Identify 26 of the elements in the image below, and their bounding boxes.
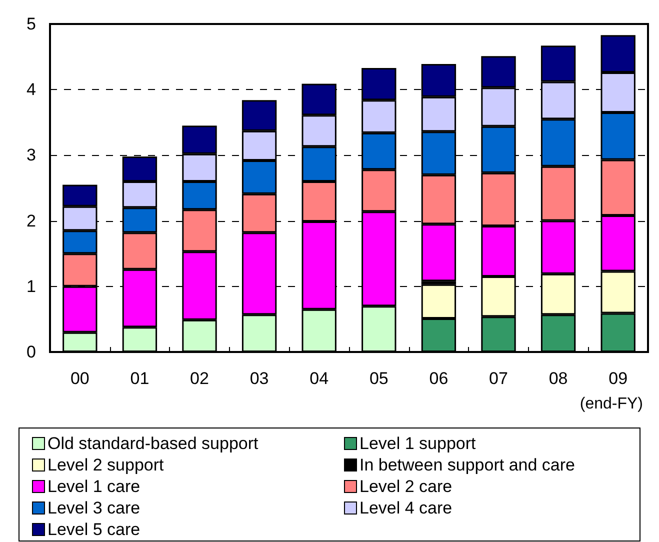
y-tick-label: 1 bbox=[26, 276, 36, 296]
legend-label: Level 5 care bbox=[48, 520, 140, 539]
x-tick-label: 09 bbox=[608, 369, 628, 388]
y-tick-label: 5 bbox=[26, 14, 36, 34]
legend-label: In between support and care bbox=[360, 456, 575, 474]
legend-label: Level 1 care bbox=[48, 477, 140, 496]
x-tick-label: 00 bbox=[70, 369, 90, 388]
legend-label: Level 2 support bbox=[48, 456, 164, 474]
x-tick-label: 05 bbox=[369, 369, 388, 388]
legend-label: Level 1 support bbox=[360, 434, 476, 453]
y-tick-label: 0 bbox=[26, 342, 36, 362]
legend-label: Old standard-based support bbox=[48, 434, 259, 453]
legend-label: Level 2 care bbox=[360, 477, 452, 496]
x-tick-label: 02 bbox=[190, 369, 209, 388]
y-tick-label: 3 bbox=[26, 146, 36, 165]
y-tick-label: 2 bbox=[26, 211, 36, 230]
x-tick-label: 06 bbox=[429, 369, 448, 388]
x-tick-label: 03 bbox=[250, 369, 269, 388]
x-tick-label: 04 bbox=[310, 369, 329, 388]
y-tick-label: 4 bbox=[26, 80, 36, 100]
x-axis-title: (end-FY) bbox=[580, 396, 643, 412]
x-tick-label: 07 bbox=[489, 369, 508, 388]
x-tick-label: 08 bbox=[548, 369, 568, 388]
legend-label: Level 3 care bbox=[48, 498, 140, 518]
x-tick-label: 01 bbox=[130, 369, 150, 388]
legend-label: Level 4 care bbox=[360, 498, 452, 518]
